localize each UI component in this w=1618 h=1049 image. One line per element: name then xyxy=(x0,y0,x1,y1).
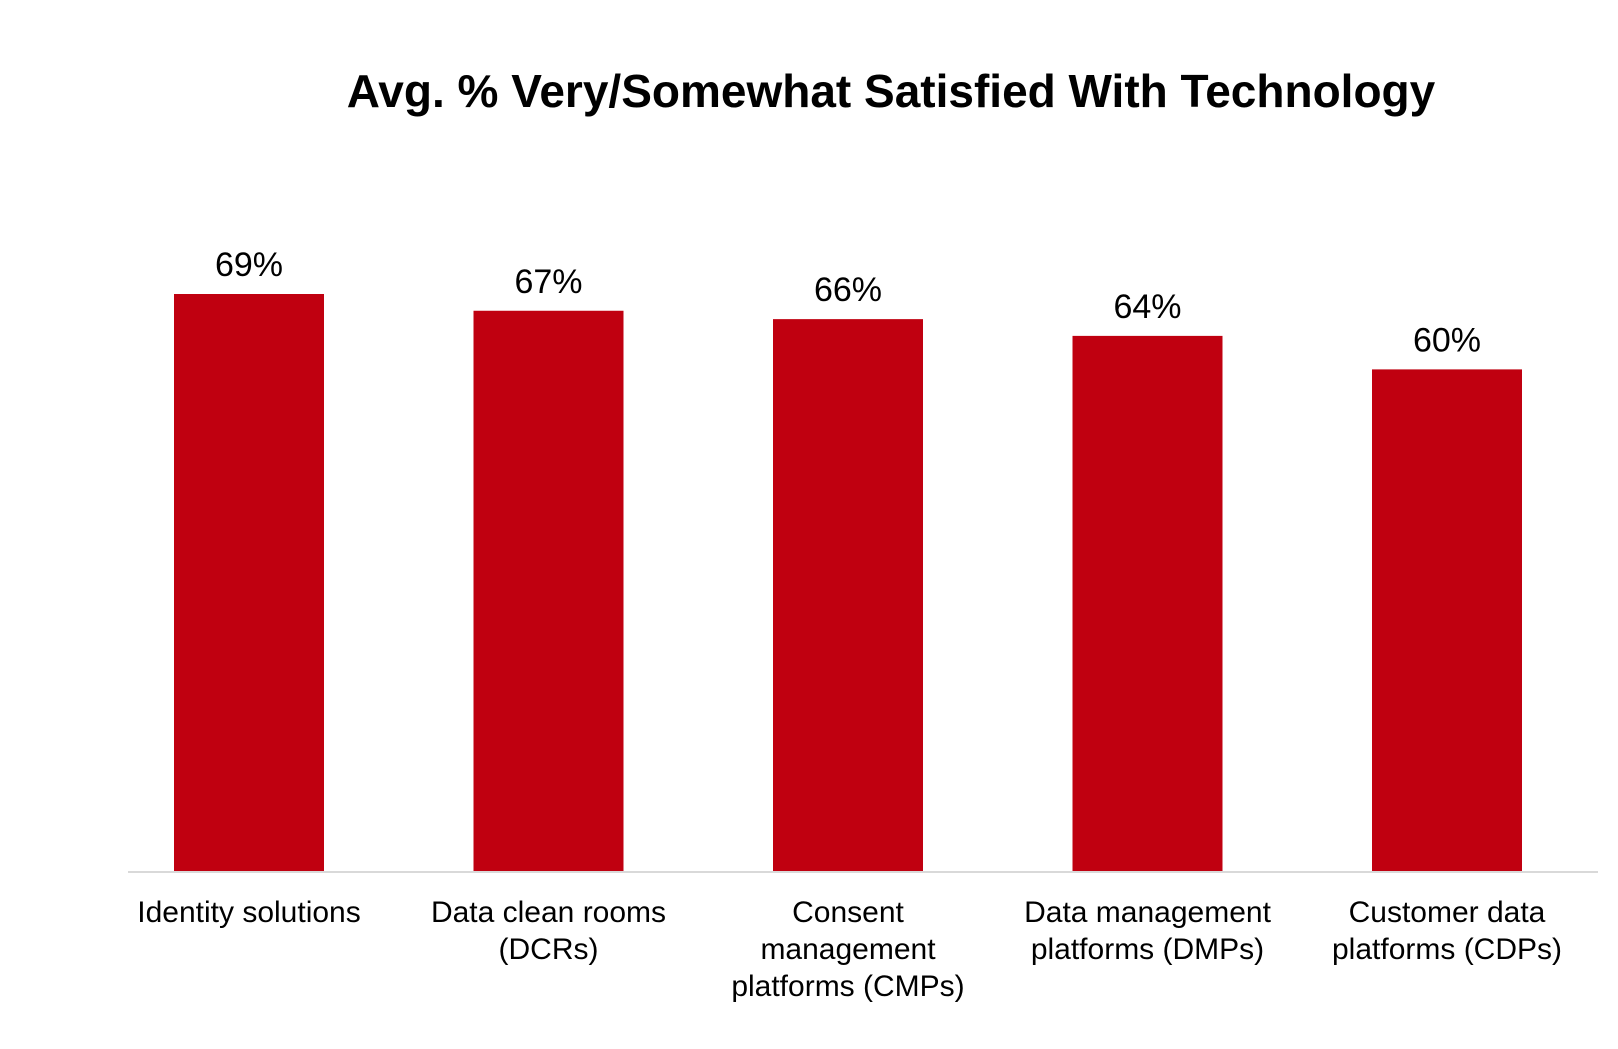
value-labels-group: 69% 67% 66% 64% 60% xyxy=(215,246,1481,359)
value-label-0: 69% xyxy=(215,246,283,284)
category-labels-group: Identity solutions Data clean rooms (DCRs)… xyxy=(137,896,1562,1003)
category-label-line: Data management xyxy=(1024,896,1271,929)
category-label-line: Customer data xyxy=(1349,896,1546,929)
category-label-line: platforms (CMPs) xyxy=(731,970,964,1003)
value-label-4: 60% xyxy=(1413,321,1481,359)
bar-3 xyxy=(1072,335,1223,873)
category-label-line: platforms (DMPs) xyxy=(1031,933,1264,966)
value-label-3: 64% xyxy=(1113,288,1181,326)
category-label-line: Data clean rooms xyxy=(431,896,666,929)
category-label-line: Identity solutions xyxy=(137,896,360,929)
bar-1 xyxy=(473,310,624,872)
bar-0 xyxy=(174,294,324,872)
category-label-1: Data clean rooms (DCRs) xyxy=(431,896,666,966)
category-label-line: (DCRs) xyxy=(499,933,599,966)
category-label-2: Consent management platforms (CMPs) xyxy=(731,896,964,1003)
category-label-4: Customer data platforms (CDPs) xyxy=(1332,896,1562,966)
bar-4 xyxy=(1372,369,1522,872)
category-label-line: management xyxy=(760,933,936,966)
chart-title: Avg. % Very/Somewhat Satisfied With Tech… xyxy=(347,65,1436,117)
bars-group xyxy=(174,294,1522,873)
value-label-2: 66% xyxy=(814,271,882,309)
category-label-line: platforms (CDPs) xyxy=(1332,933,1562,966)
category-label-0: Identity solutions xyxy=(137,896,360,929)
category-label-3: Data management platforms (DMPs) xyxy=(1024,896,1271,966)
bar-2 xyxy=(773,319,923,872)
value-label-1: 67% xyxy=(514,263,582,301)
category-label-line: Consent xyxy=(792,896,904,929)
